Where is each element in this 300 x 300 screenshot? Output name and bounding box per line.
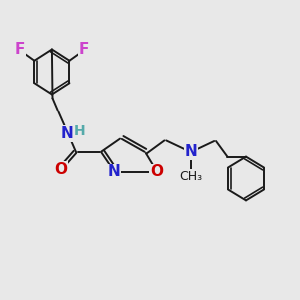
Text: N: N (61, 126, 74, 141)
Text: CH₃: CH₃ (179, 169, 202, 183)
Text: F: F (79, 42, 89, 57)
Text: O: O (150, 164, 163, 179)
Text: O: O (54, 162, 68, 177)
Text: F: F (15, 42, 25, 57)
Text: N: N (108, 164, 121, 179)
Text: N: N (184, 144, 197, 159)
Text: H: H (74, 124, 85, 138)
